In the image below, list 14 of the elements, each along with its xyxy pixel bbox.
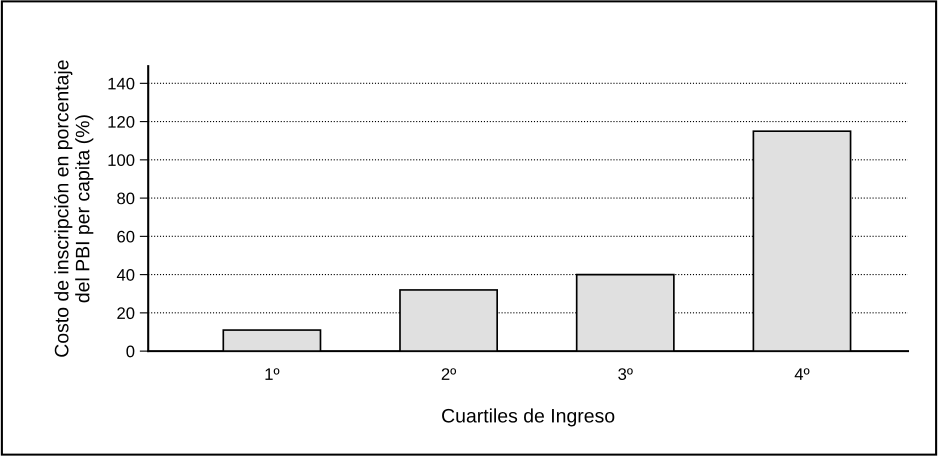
y-tick-label: 120: [108, 116, 134, 128]
x-axis-title: Cuartiles de Ingreso: [442, 408, 614, 426]
y-tick-label: 60: [117, 230, 134, 243]
y-tick-label: 40: [116, 269, 134, 281]
y-tick-label: 20: [117, 307, 134, 320]
y-tick-label: 80: [117, 192, 134, 204]
y-tick-label: 140: [108, 78, 134, 90]
x-tick-label: 1º: [265, 368, 280, 380]
x-tick-label: 3º: [618, 368, 633, 380]
y-tick-label: 0: [126, 346, 134, 358]
y-tick-label: 100: [108, 154, 134, 166]
x-tick-label: 2º: [442, 368, 456, 380]
y-axis-title: Costo de inscripción en porcentaje del PBI per capita (%): [54, 60, 94, 357]
x-tick-label: 4º: [794, 368, 810, 380]
